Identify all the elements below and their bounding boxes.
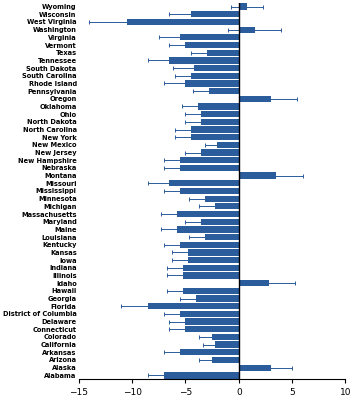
Bar xyxy=(170,57,239,64)
Bar xyxy=(209,88,239,94)
Bar xyxy=(191,73,239,79)
Bar xyxy=(205,234,239,240)
Bar xyxy=(183,288,239,294)
Bar xyxy=(217,142,239,148)
Bar xyxy=(180,242,239,248)
Bar xyxy=(201,218,239,225)
Bar xyxy=(177,211,239,217)
Bar xyxy=(170,180,239,186)
Bar xyxy=(239,4,247,10)
Bar xyxy=(183,272,239,279)
Bar xyxy=(239,364,271,371)
Bar xyxy=(239,96,271,102)
Bar xyxy=(215,342,239,348)
Bar xyxy=(188,257,239,263)
Bar xyxy=(180,34,239,40)
Bar xyxy=(185,326,239,332)
Bar xyxy=(198,103,239,110)
Bar xyxy=(239,280,269,286)
Bar xyxy=(127,19,239,25)
Bar xyxy=(180,157,239,164)
Bar xyxy=(177,226,239,232)
Bar xyxy=(180,349,239,356)
Bar xyxy=(215,203,239,210)
Bar xyxy=(205,196,239,202)
Bar xyxy=(196,295,239,302)
Bar xyxy=(148,303,239,309)
Bar xyxy=(191,126,239,133)
Bar xyxy=(191,11,239,18)
Bar xyxy=(239,172,276,179)
Bar xyxy=(185,80,239,86)
Bar xyxy=(201,111,239,117)
Bar xyxy=(183,265,239,271)
Bar xyxy=(212,357,239,363)
Bar xyxy=(194,65,239,71)
Bar xyxy=(212,334,239,340)
Bar xyxy=(188,249,239,256)
Bar xyxy=(164,372,239,378)
Bar xyxy=(180,165,239,171)
Bar xyxy=(191,134,239,140)
Bar xyxy=(185,42,239,48)
Bar xyxy=(180,188,239,194)
Bar xyxy=(201,119,239,125)
Bar xyxy=(239,26,255,33)
Bar xyxy=(180,311,239,317)
Bar xyxy=(207,50,239,56)
Bar xyxy=(201,150,239,156)
Bar xyxy=(185,318,239,325)
